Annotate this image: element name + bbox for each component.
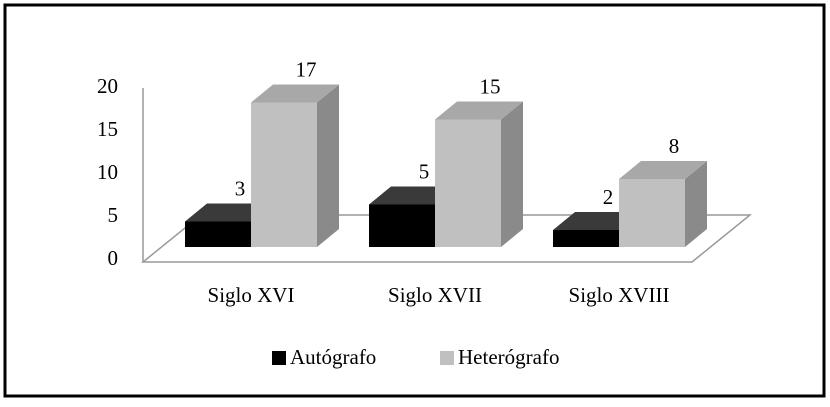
bar-side — [685, 161, 707, 247]
legend-swatch — [440, 351, 454, 365]
x-tick-label: Siglo XVIII — [569, 283, 670, 307]
y-tick-label: 5 — [108, 203, 119, 227]
bar — [435, 119, 501, 247]
y-tick-label: 10 — [97, 160, 118, 184]
data-label: 15 — [480, 74, 501, 98]
bar-top — [251, 84, 339, 103]
data-label: 17 — [296, 57, 317, 81]
y-tick-label: 15 — [97, 117, 118, 141]
x-tick-label: Siglo XVI — [208, 283, 295, 307]
legend-label: Heterógrafo — [458, 345, 559, 369]
data-label: 2 — [603, 185, 614, 209]
legend-swatch — [272, 351, 286, 365]
bar — [185, 221, 251, 247]
legend-label: Autógrafo — [290, 345, 376, 369]
data-label: 8 — [669, 134, 680, 158]
data-label: 5 — [419, 159, 430, 183]
x-tick-label: Siglo XVII — [388, 283, 482, 307]
data-label: 3 — [235, 176, 246, 200]
bar-top — [619, 161, 707, 179]
bar-side — [317, 84, 339, 247]
bar — [369, 204, 435, 247]
y-tick-label: 0 — [108, 246, 119, 270]
bar — [553, 230, 619, 247]
y-tick-label: 20 — [97, 74, 118, 98]
bar-side — [501, 101, 523, 247]
bar — [251, 102, 317, 247]
bar — [619, 179, 685, 247]
bar-top — [435, 101, 523, 120]
